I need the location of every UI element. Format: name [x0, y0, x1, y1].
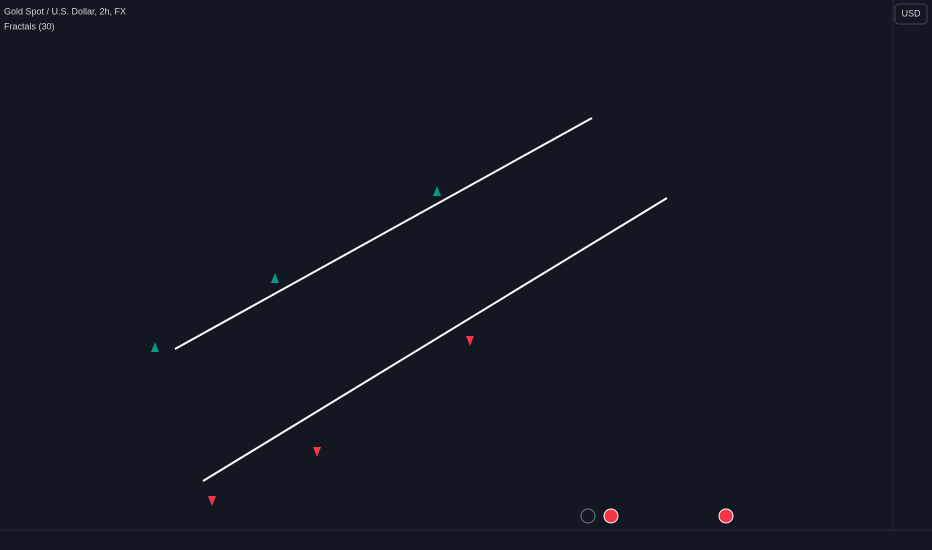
fractal-down [466, 336, 474, 346]
fractal-down [208, 496, 216, 506]
event-icon[interactable] [718, 508, 734, 524]
price-axis [893, 0, 932, 530]
currency-label: USD [901, 8, 921, 18]
fractal-up [151, 342, 159, 352]
event-icon[interactable] [603, 508, 619, 524]
fractal-up [433, 186, 441, 196]
channel-lower [202, 197, 668, 482]
event-icon[interactable] [580, 508, 596, 524]
channel-upper [174, 117, 593, 350]
fractal-down [313, 447, 321, 457]
indicator-name: Fractals (30) [4, 21, 55, 31]
fractal-up [271, 273, 279, 283]
symbol-title: Gold Spot / U.S. Dollar, 2h, FX [4, 6, 126, 16]
currency-button[interactable] [894, 3, 928, 25]
